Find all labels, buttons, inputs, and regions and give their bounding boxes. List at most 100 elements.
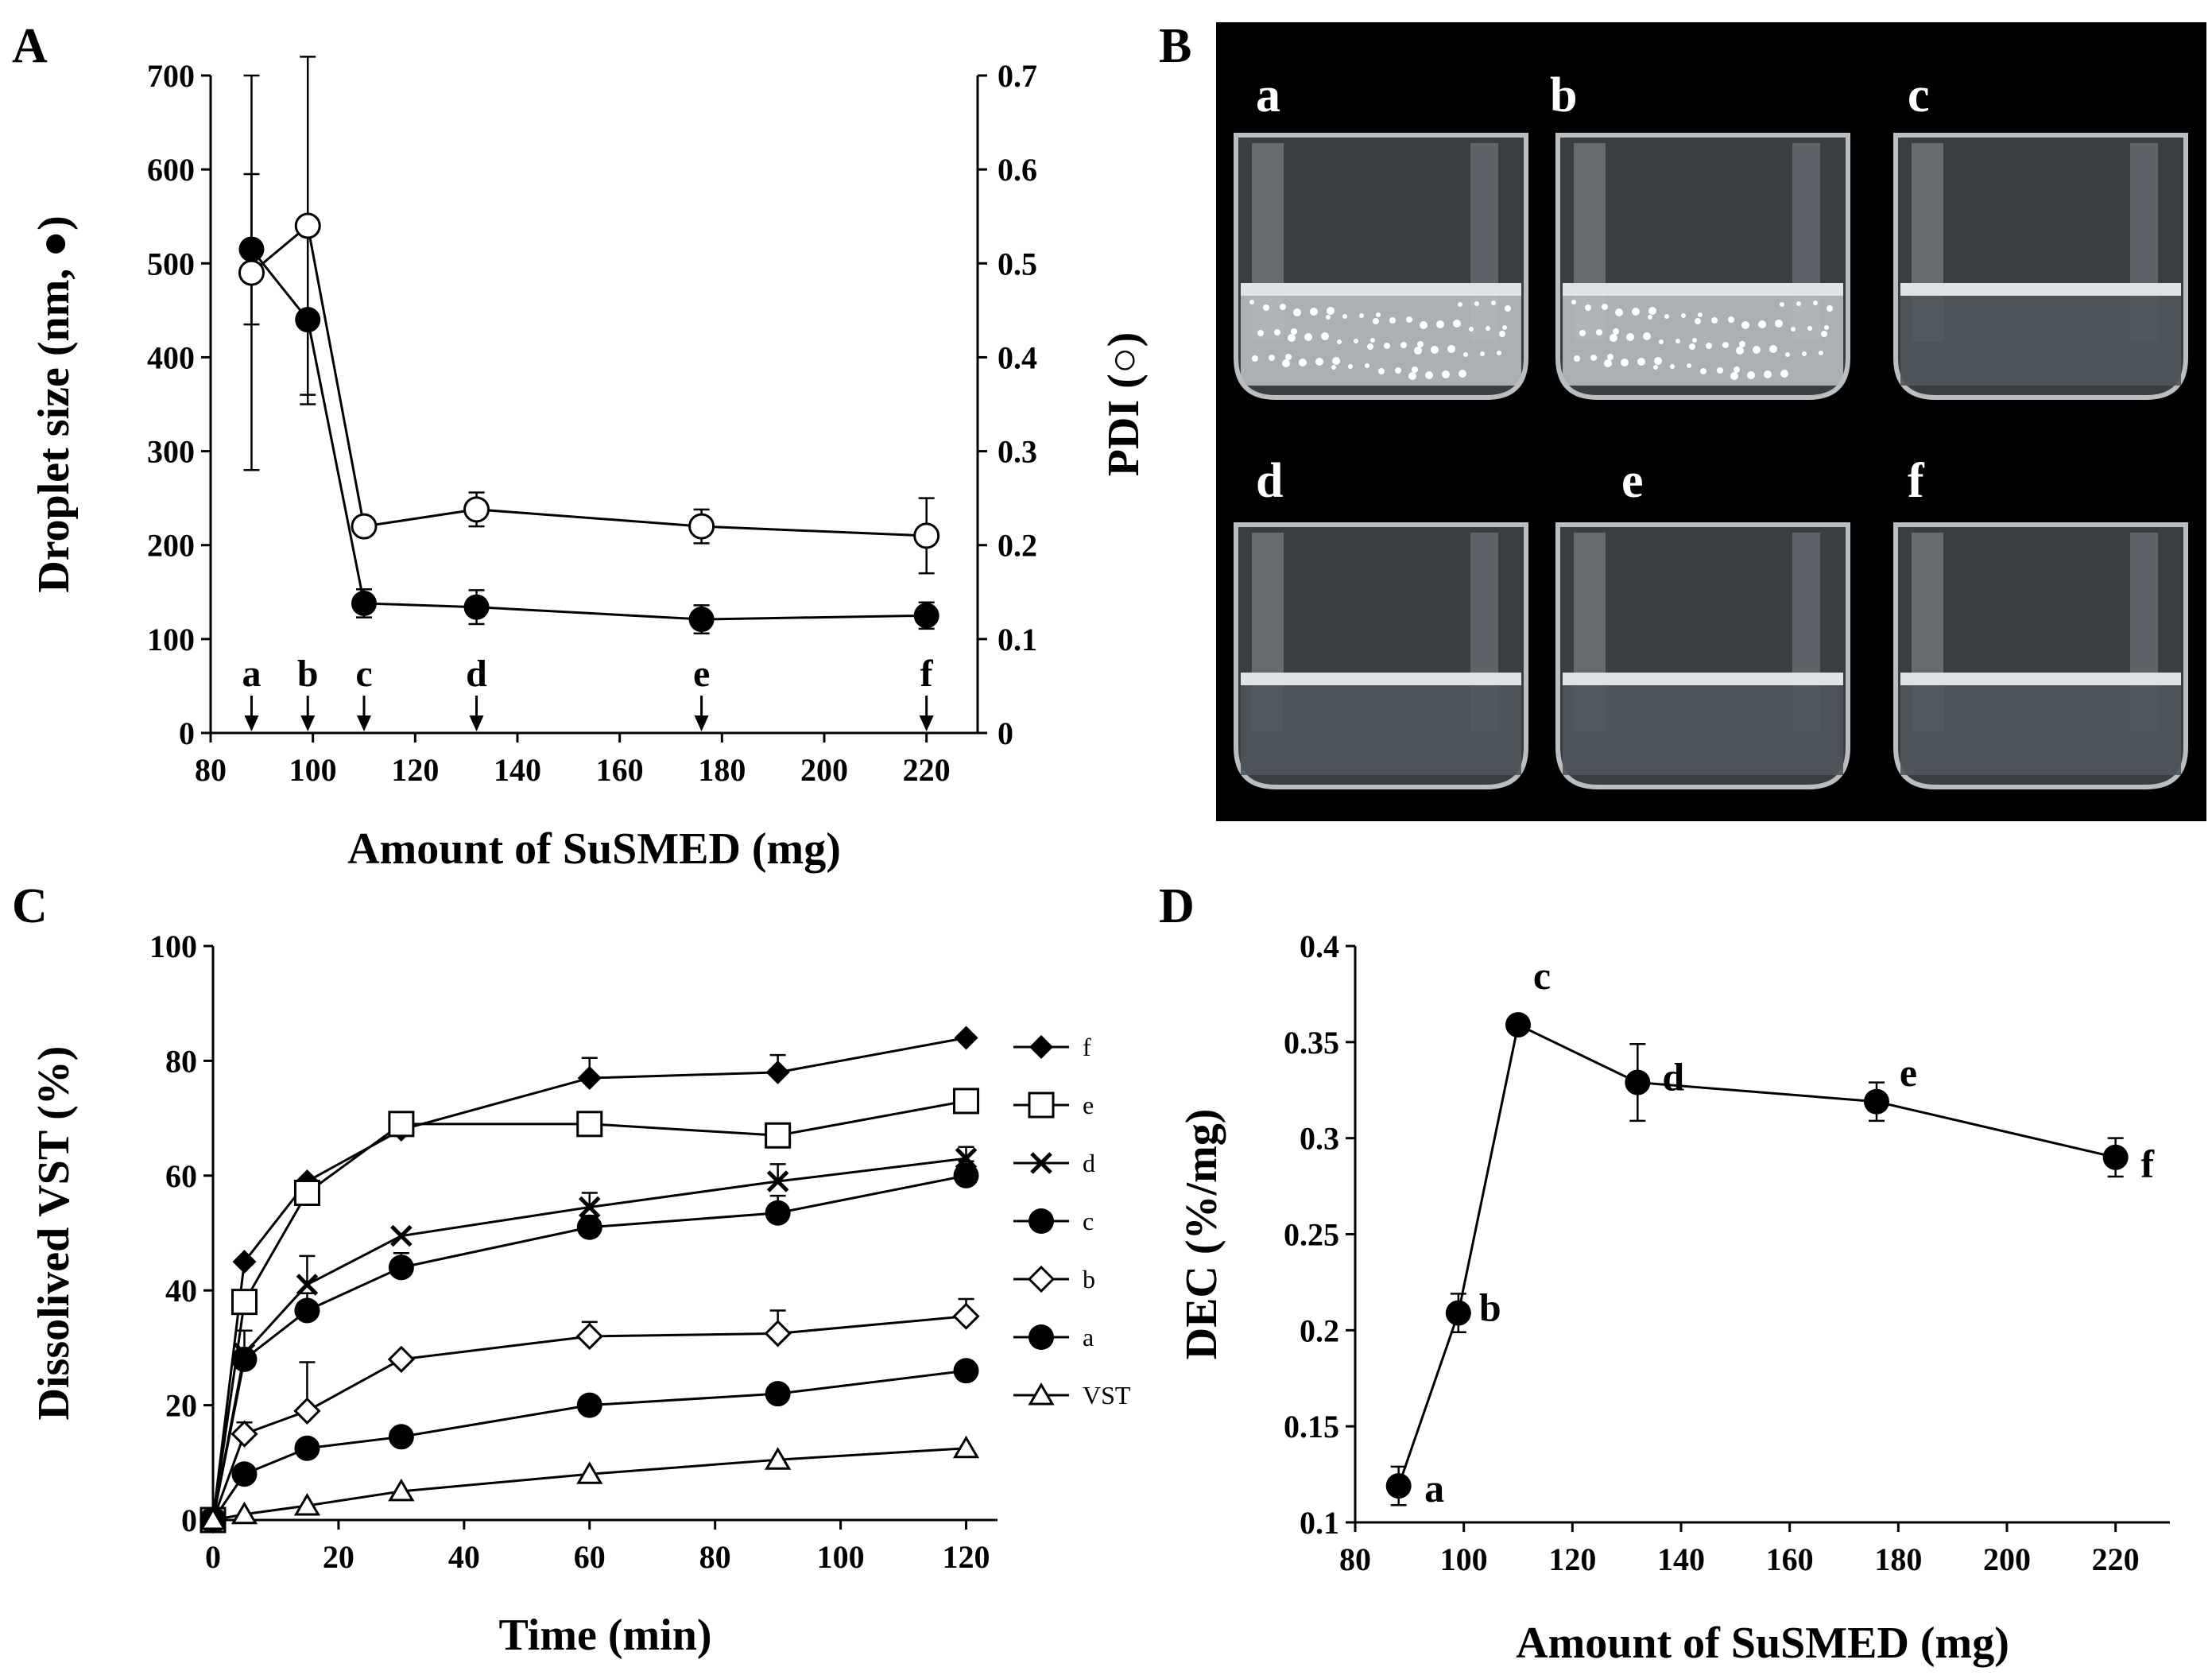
- vial-droplet: [1722, 342, 1729, 348]
- vial-droplet: [1692, 338, 1697, 343]
- data-point-e: [230, 1289, 258, 1316]
- y-tick-label: 0.1: [1300, 1505, 1339, 1541]
- annotation-arrow-head: [300, 715, 316, 731]
- panel-letter-c: C: [12, 879, 48, 933]
- data-point-c: [953, 1162, 979, 1188]
- y2-tick-label: 0.1: [998, 622, 1037, 657]
- data-point-droplet-size: [913, 603, 939, 629]
- vial-meniscus: [1563, 283, 1843, 296]
- vial-droplet: [1417, 341, 1424, 347]
- chart-panel-d: D 0.1 0.15 0.2 0.25 0.3 0.35 0.4 80 100 120 140 160 1…: [1159, 879, 2170, 1668]
- annotation-label: f: [920, 653, 934, 695]
- vial-droplet: [1285, 354, 1292, 360]
- x-tick-label: 160: [1766, 1541, 1814, 1577]
- vial-droplet: [1414, 347, 1422, 355]
- legend-label: b: [1083, 1265, 1095, 1293]
- vial-droplet: [1378, 368, 1385, 374]
- vial-droplet: [1486, 326, 1490, 331]
- vial-droplet: [1365, 363, 1369, 368]
- data-point-vst: [576, 1461, 603, 1484]
- vial-droplet: [1736, 347, 1744, 355]
- series-line-dec: [1397, 1022, 2117, 1487]
- vial-droplet: [1700, 368, 1706, 374]
- data-point-b: [387, 1345, 416, 1373]
- photo-label: c: [1908, 68, 1930, 122]
- vial-droplet: [1664, 314, 1669, 319]
- data-point-e: [576, 1111, 603, 1138]
- vial-droplet: [1249, 300, 1254, 304]
- x-tick-label: 200: [1983, 1541, 2031, 1577]
- cross-stroke: [296, 1274, 319, 1296]
- vial-droplet: [1282, 359, 1290, 367]
- vial-droplet: [1741, 321, 1749, 329]
- legend-marker: [1028, 1092, 1055, 1119]
- x-axis-title: Amount of SuSMED (mg): [1516, 1619, 2009, 1668]
- vial-droplet: [1654, 357, 1662, 365]
- vial-droplet: [1497, 351, 1501, 355]
- data-point-vst: [293, 1492, 321, 1516]
- vial-droplet: [1728, 316, 1734, 323]
- vial-droplet: [1327, 307, 1335, 315]
- vial-droplet: [1367, 343, 1373, 350]
- photo-label: a: [1256, 68, 1280, 122]
- vial-droplet: [1604, 359, 1612, 367]
- vial-droplet: [1687, 363, 1691, 368]
- data-point-c: [294, 1297, 320, 1324]
- data-point-dec: [1385, 1473, 1412, 1499]
- vial-meniscus: [1241, 283, 1521, 296]
- data-point-b: [293, 1397, 321, 1425]
- vial-droplet: [1442, 370, 1450, 378]
- chart-panel-a: A 0 100 200 300 400 500 600 700 0 0.1 0.2 0.3 0.4 0.5 0…: [12, 19, 1149, 874]
- data-point-pdi: [238, 259, 265, 286]
- vial-droplet: [1459, 370, 1466, 378]
- vial-droplet: [1780, 370, 1788, 378]
- data-point-vst: [230, 1501, 258, 1525]
- vial-droplet: [1337, 339, 1342, 344]
- y-tick-label: 0: [181, 1503, 197, 1538]
- vial-droplet: [1293, 308, 1301, 316]
- data-point-pdi: [463, 496, 490, 523]
- vial-droplet: [1332, 357, 1340, 365]
- y-tick-label: 100: [149, 929, 197, 964]
- data-point-c: [576, 1214, 602, 1240]
- cross-stroke: [390, 1224, 413, 1247]
- y2-axis-title: PDI (○): [1099, 332, 1149, 477]
- annotation-arrow-head: [694, 715, 709, 731]
- y-tick-label: 100: [147, 622, 195, 657]
- vial-droplet: [1395, 367, 1401, 374]
- x-tick-label: 180: [698, 752, 746, 788]
- vial-meniscus: [1900, 673, 2181, 685]
- vial-droplet: [1659, 339, 1664, 344]
- vial-droplet: [1342, 314, 1347, 319]
- vial-droplet: [1695, 318, 1701, 324]
- vial-photo: [1893, 522, 2188, 789]
- data-point-f: [577, 1066, 602, 1091]
- data-point-d: [766, 1170, 789, 1192]
- vial-liquid: [1241, 684, 1521, 775]
- data-point-f: [954, 1026, 978, 1050]
- y-tick-label: 700: [147, 58, 195, 94]
- legend-label: c: [1083, 1207, 1094, 1235]
- vial-droplet: [1769, 345, 1777, 353]
- vial-droplet: [1408, 372, 1416, 380]
- x-tick-label: 180: [1874, 1541, 1922, 1577]
- y-tick-label: 0.15: [1284, 1409, 1339, 1444]
- vial-droplet: [1321, 332, 1329, 340]
- data-point-c: [765, 1200, 791, 1226]
- data-point-d: [390, 1224, 413, 1247]
- legend-label: e: [1083, 1091, 1094, 1119]
- y2-tick-label: 0: [998, 715, 1013, 751]
- y-tick-label: 200: [147, 528, 195, 564]
- vial-droplet: [1263, 304, 1269, 311]
- data-label: d: [1662, 1055, 1684, 1099]
- vial-droplet: [1819, 351, 1823, 355]
- y-tick-label: 500: [147, 246, 195, 281]
- data-label: a: [1424, 1466, 1444, 1510]
- data-point-d: [296, 1274, 319, 1296]
- vial-droplet: [1775, 320, 1783, 328]
- panel-letter-b: B: [1159, 19, 1191, 73]
- vial-droplet: [1574, 355, 1580, 362]
- vial-droplet: [1373, 318, 1379, 324]
- vial-droplet: [1453, 320, 1461, 328]
